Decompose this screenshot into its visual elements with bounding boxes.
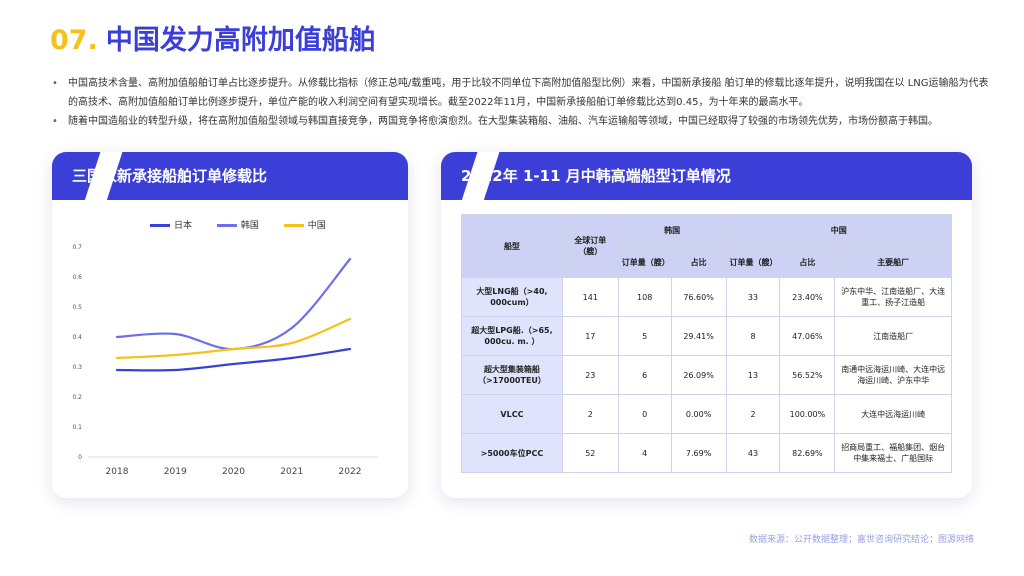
legend-item-japan: 日本 [150, 218, 192, 231]
chart-card-header: 三国家新承接船舶订单修载比 [52, 152, 408, 210]
cell-cn-orders: 8 [725, 316, 781, 356]
cell-kr-share: 0.00% [670, 394, 727, 434]
cell-ship-type: 大型LNG船（>40, 000cum） [461, 277, 563, 317]
bullet-item: 中国高技术含量、高附加值船舶订单占比逐步提升。从修载比指标（修正总吨/载重吨，用… [50, 74, 990, 112]
cell-cn-yards: 大连中远海运川崎 [834, 394, 952, 434]
header-cn-share: 占比 [779, 246, 836, 278]
cell-cn-orders: 13 [725, 355, 781, 395]
cell-cn-share: 100.00% [779, 394, 836, 434]
cell-cn-yards: 南通中远海运川崎、大连中远海运川崎、沪东中华 [834, 355, 952, 395]
cell-cn-orders: 2 [725, 394, 781, 434]
bullet-item: 随着中国造船业的转型升级，将在高附加值船型领域与韩国直接竞争，两国竞争将愈演愈烈… [50, 112, 990, 131]
chart-card: 三国家新承接船舶订单修载比 [52, 152, 408, 498]
header-cn-orders: 订单量（艘） [725, 246, 781, 278]
legend-item-korea: 韩国 [216, 218, 259, 231]
cell-kr-orders: 6 [617, 355, 672, 395]
cell-ship-type: VLCC [461, 394, 563, 434]
table-row: 超大型集装箱船（>17000TEU） 23 6 26.09% 13 56.52%… [461, 355, 952, 395]
cell-total: 141 [561, 277, 619, 317]
cell-cn-yards: 沪东中华、江南造船厂、大连重工、扬子江造船 [834, 277, 952, 317]
cell-total: 23 [561, 355, 619, 395]
cell-cn-share: 47.06% [779, 316, 836, 356]
cell-kr-orders: 0 [617, 394, 672, 434]
cell-total: 17 [561, 316, 619, 356]
header-kr-orders: 订单量（艘） [617, 246, 672, 278]
section-number: 07. [50, 25, 98, 56]
header-korea: 韩国 [617, 214, 727, 247]
cell-kr-share: 7.69% [670, 433, 727, 473]
cell-kr-share: 29.41% [670, 316, 727, 356]
header-china: 中国 [725, 214, 953, 247]
header-ship-type: 船型 [461, 214, 563, 278]
orders-table: 船型 全球订单（艘） 韩国 中国 订单量（艘） 占比 订单量（艘） 占比 主要船… [461, 214, 953, 473]
page-title: 07. 中国发力高附加值船舶 [50, 18, 376, 57]
cell-kr-orders: 5 [617, 316, 672, 356]
header-global-orders: 全球订单（艘） [561, 214, 619, 278]
cell-cn-orders: 33 [725, 277, 781, 317]
cell-cn-share: 82.69% [779, 433, 836, 473]
table-row: VLCC 2 0 0.00% 2 100.00% 大连中远海运川崎 [461, 394, 952, 434]
source-note: 数据来源：公开数据整理；嘉世咨询研究结论；图源网络 [748, 535, 974, 545]
cell-total: 52 [561, 433, 619, 473]
table-card-title: 2022年 1-11 月中韩高端船型订单情况 [461, 167, 731, 185]
cell-cn-share: 56.52% [779, 355, 836, 395]
header-cn-yards: 主要船厂 [834, 246, 952, 278]
cell-total: 2 [561, 394, 619, 434]
cell-kr-share: 26.09% [670, 355, 727, 395]
table-row: 大型LNG船（>40, 000cum） 141 108 76.60% 33 23… [461, 277, 952, 317]
bullet-list: 中国高技术含量、高附加值船舶订单占比逐步提升。从修载比指标（修正总吨/载重吨，用… [50, 74, 990, 131]
table-card: 2022年 1-11 月中韩高端船型订单情况 船型 全球订单（艘） 韩国 中国 … [441, 152, 972, 498]
table-row: >5000车位PCC 52 4 7.69% 43 82.69% 招商局重工、福船… [461, 433, 952, 473]
table-row: 超大型LPG船.（>65, 000cu. m. ） 17 5 29.41% 8 … [461, 316, 952, 356]
header-kr-share: 占比 [670, 246, 727, 278]
cell-ship-type: >5000车位PCC [461, 433, 563, 473]
cell-cn-orders: 43 [725, 433, 781, 473]
cell-cn-share: 23.40% [779, 277, 836, 317]
cell-kr-orders: 4 [617, 433, 672, 473]
title-text: 中国发力高附加值船舶 [105, 25, 376, 56]
cell-kr-share: 76.60% [670, 277, 727, 317]
chart-card-title: 三国家新承接船舶订单修载比 [72, 167, 268, 185]
cell-ship-type: 超大型集装箱船（>17000TEU） [461, 355, 563, 395]
chart-legend: 日本 韩国 中国 [150, 218, 348, 231]
table-card-header: 2022年 1-11 月中韩高端船型订单情况 [441, 152, 972, 210]
legend-item-china: 中国 [283, 218, 326, 231]
cell-kr-orders: 108 [617, 277, 672, 317]
cell-cn-yards: 招商局重工、福船集团、烟台中集来福士、广船国际 [834, 433, 952, 473]
cell-cn-yards: 江南造船厂 [834, 316, 952, 356]
cell-ship-type: 超大型LPG船.（>65, 000cu. m. ） [461, 316, 563, 356]
